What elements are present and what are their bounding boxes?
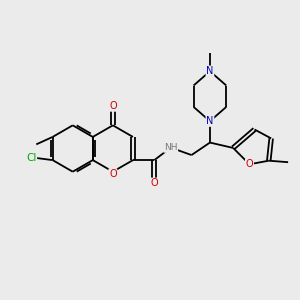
Text: N: N xyxy=(206,116,214,126)
Text: Cl: Cl xyxy=(26,153,36,163)
Text: O: O xyxy=(109,101,117,111)
Text: O: O xyxy=(151,178,158,188)
Text: NH: NH xyxy=(164,143,178,152)
Text: O: O xyxy=(109,169,117,179)
Text: O: O xyxy=(246,159,253,169)
Text: N: N xyxy=(206,66,214,76)
